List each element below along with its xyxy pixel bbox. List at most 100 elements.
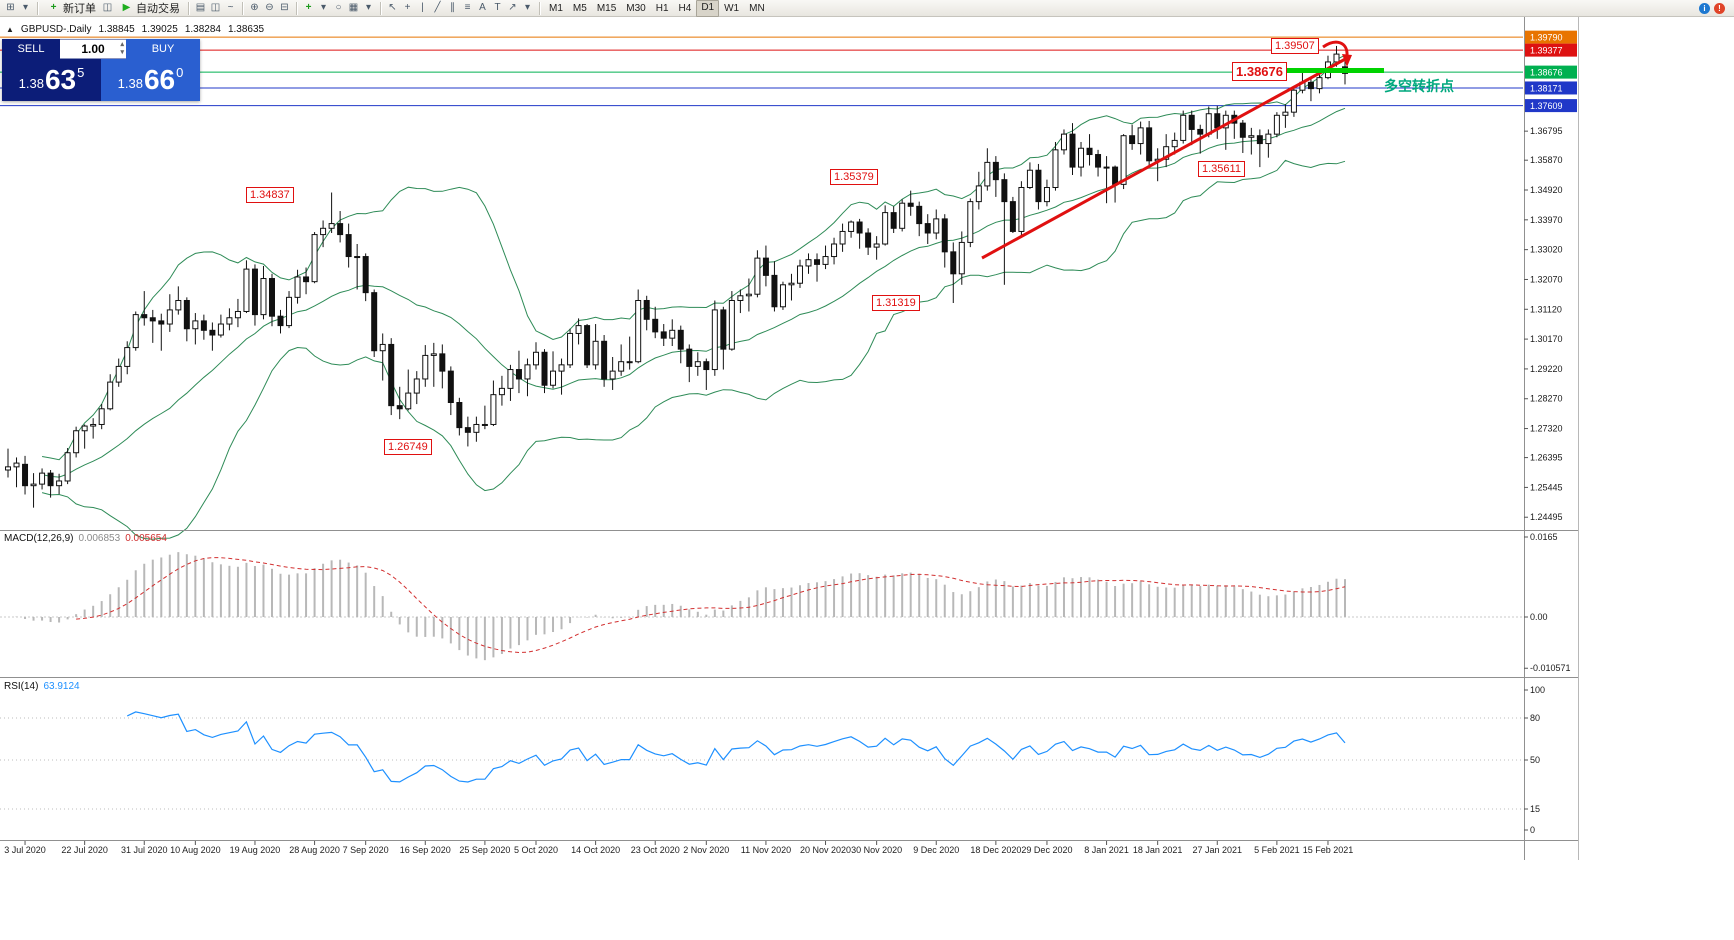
crosshair-icon[interactable]: + bbox=[404, 2, 411, 13]
ohlc-low: 1.38284 bbox=[184, 24, 221, 35]
line-chart-icon[interactable]: ~ bbox=[227, 2, 234, 13]
price-callout[interactable]: 1.34837 bbox=[246, 187, 294, 203]
chart-window[interactable]: 1.36795 1.35870 1.34920 1.33970 1.33020 1.320… bbox=[0, 17, 1579, 860]
svg-text:5 Oct 2020: 5 Oct 2020 bbox=[514, 845, 558, 855]
svg-text:18 Jan 2021: 18 Jan 2021 bbox=[1133, 845, 1183, 855]
toolbar-separator bbox=[380, 1, 381, 15]
info-icon[interactable]: i bbox=[1699, 2, 1710, 14]
svg-text:-0.010571: -0.010571 bbox=[1530, 663, 1571, 673]
symbol-header: ▲ GBPUSD-.Daily 1.38845 1.39025 1.38284 … bbox=[6, 24, 264, 35]
autotrade-play-icon: ▶ bbox=[122, 2, 131, 13]
timeframe-m5[interactable]: M5 bbox=[572, 2, 587, 14]
annotations-layer: 1.34837 1.26749 1.31319 1.35379 1.35611 1.386… bbox=[0, 17, 1578, 860]
price-callout[interactable]: 1.26749 bbox=[384, 439, 432, 455]
indicators-dropdown-icon[interactable]: ▾ bbox=[320, 2, 327, 13]
svg-text:1.28270: 1.28270 bbox=[1530, 394, 1563, 404]
price-callout[interactable]: 1.38676 bbox=[1232, 62, 1287, 81]
text-label-icon[interactable]: T bbox=[494, 2, 501, 13]
sell-price-display[interactable]: 1.38 63 5 bbox=[2, 59, 101, 101]
toolbar-separator bbox=[539, 1, 540, 15]
arrows-icon[interactable]: ↗ bbox=[508, 2, 517, 13]
volume-up-icon[interactable]: ▴ bbox=[120, 41, 124, 48]
svg-text:11 Nov 2020: 11 Nov 2020 bbox=[741, 845, 791, 855]
turning-point-note[interactable]: 多空转折点 bbox=[1384, 78, 1454, 94]
time-axis[interactable]: 3 Jul 2020 22 Jul 2020 31 Jul 2020 10 Aug 2… bbox=[4, 841, 1353, 855]
profiles-icon[interactable]: ▾ bbox=[22, 2, 29, 13]
price-callout[interactable]: 1.35611 bbox=[1198, 161, 1245, 177]
rejection-arrow-head bbox=[1342, 54, 1352, 67]
templates-icon[interactable]: ▦ bbox=[348, 2, 359, 13]
rsi-value: 63.9124 bbox=[43, 681, 80, 692]
svg-text:1.30170: 1.30170 bbox=[1530, 334, 1563, 344]
timeframe-d1[interactable]: D1 bbox=[696, 0, 720, 17]
svg-text:1.38676: 1.38676 bbox=[1530, 68, 1563, 78]
trendline-icon[interactable]: ╱ bbox=[434, 2, 441, 13]
timeframe-m15[interactable]: M15 bbox=[596, 2, 617, 14]
text-icon[interactable]: A bbox=[479, 2, 486, 13]
svg-text:1.27320: 1.27320 bbox=[1530, 424, 1563, 434]
svg-text:1.38171: 1.38171 bbox=[1530, 83, 1563, 93]
timeframe-h4[interactable]: H4 bbox=[678, 2, 692, 14]
candlestick-chart-icon[interactable]: ◫ bbox=[210, 2, 221, 13]
sell-button[interactable]: SELL bbox=[2, 39, 60, 59]
zoom-in-icon[interactable]: ⊕ bbox=[250, 2, 259, 13]
chart-window-icon[interactable]: ◫ bbox=[102, 2, 113, 13]
svg-text:5 Feb 2021: 5 Feb 2021 bbox=[1254, 845, 1300, 855]
svg-text:1.25445: 1.25445 bbox=[1530, 482, 1563, 492]
chart-canvas[interactable]: 1.36795 1.35870 1.34920 1.33970 1.33020 1.320… bbox=[0, 17, 1578, 860]
tile-windows-icon[interactable]: ⊟ bbox=[280, 2, 289, 13]
channel-icon[interactable]: ∥ bbox=[450, 2, 455, 13]
buy-price-display[interactable]: 1.38 66 0 bbox=[101, 59, 200, 101]
chart-title: GBPUSD-.Daily bbox=[20, 24, 92, 35]
clock-icon[interactable]: ○ bbox=[335, 2, 342, 13]
volume-stepper[interactable]: ▴ ▾ bbox=[120, 41, 124, 57]
timeframe-m30[interactable]: M30 bbox=[626, 2, 646, 14]
trade-panel-toggle[interactable]: ▲ bbox=[6, 25, 14, 34]
support-level-bar bbox=[1279, 68, 1384, 73]
drawings-layer[interactable] bbox=[981, 40, 1384, 260]
auto-trading-button[interactable]: ▶ 自动交易 bbox=[115, 1, 184, 16]
volume-down-icon[interactable]: ▾ bbox=[120, 49, 124, 56]
svg-text:30 Nov 2020: 30 Nov 2020 bbox=[851, 845, 902, 855]
templates-dropdown-icon[interactable]: ▾ bbox=[365, 2, 372, 13]
separators bbox=[0, 17, 1578, 860]
auto-trading-label: 自动交易 bbox=[136, 3, 180, 15]
timeframe-h1[interactable]: H1 bbox=[655, 2, 669, 14]
buy-price-big: 66 bbox=[143, 64, 176, 95]
svg-text:29 Dec 2020: 29 Dec 2020 bbox=[1021, 845, 1072, 855]
zoom-out-icon[interactable]: ⊖ bbox=[265, 2, 274, 13]
bar-chart-icon[interactable]: ▤ bbox=[195, 2, 206, 13]
trendline bbox=[981, 55, 1350, 260]
svg-text:1.34920: 1.34920 bbox=[1530, 185, 1563, 195]
price-axis[interactable]: 1.36795 1.35870 1.34920 1.33970 1.33020 1.320… bbox=[1524, 30, 1577, 835]
price-callout[interactable]: 1.31319 bbox=[872, 295, 920, 311]
volume-value: 1.00 bbox=[81, 42, 105, 56]
timeframe-m1[interactable]: M1 bbox=[549, 2, 563, 14]
svg-text:3 Jul 2020: 3 Jul 2020 bbox=[4, 845, 46, 855]
one-click-trading-panel: SELL 1.00 ▴ ▾ BUY 1.38 63 5 1.38 bbox=[2, 39, 200, 101]
fibonacci-icon[interactable]: ≡ bbox=[464, 2, 471, 13]
indicators-icon[interactable]: + bbox=[305, 2, 312, 13]
toolbar-separator bbox=[296, 1, 297, 15]
toolbar: ⊞ ▾ + 新订单 ◫ ▶ 自动交易 ▤ ◫ ~ ⊕ ⊖ ⊟ + ▾ ○ ▦ ▾… bbox=[0, 0, 1734, 17]
vertical-line-icon[interactable]: | bbox=[421, 2, 424, 13]
macd-signal-value: 0.005654 bbox=[125, 533, 167, 544]
svg-text:1.35870: 1.35870 bbox=[1530, 155, 1563, 165]
price-callout[interactable]: 1.35379 bbox=[830, 169, 878, 185]
cursor-icon[interactable]: ↖ bbox=[388, 2, 397, 13]
new-chart-icon[interactable]: ⊞ bbox=[6, 2, 15, 13]
arrows-dropdown-icon[interactable]: ▾ bbox=[524, 2, 531, 13]
price-callout[interactable]: 1.39507 bbox=[1271, 38, 1319, 54]
buy-button[interactable]: BUY bbox=[126, 39, 200, 59]
timeframe-mn[interactable]: MN bbox=[749, 2, 765, 14]
svg-text:1.29220: 1.29220 bbox=[1530, 364, 1563, 374]
new-order-button[interactable]: + 新订单 bbox=[42, 1, 100, 16]
workspace-empty-area bbox=[1579, 17, 1734, 940]
alert-icon[interactable]: ! bbox=[1714, 2, 1725, 14]
svg-text:16 Sep 2020: 16 Sep 2020 bbox=[400, 845, 451, 855]
timeframe-w1[interactable]: W1 bbox=[724, 2, 740, 14]
new-order-label: 新订单 bbox=[63, 3, 96, 15]
volume-input[interactable]: 1.00 ▴ ▾ bbox=[60, 39, 126, 59]
svg-text:10 Aug 2020: 10 Aug 2020 bbox=[170, 845, 221, 855]
